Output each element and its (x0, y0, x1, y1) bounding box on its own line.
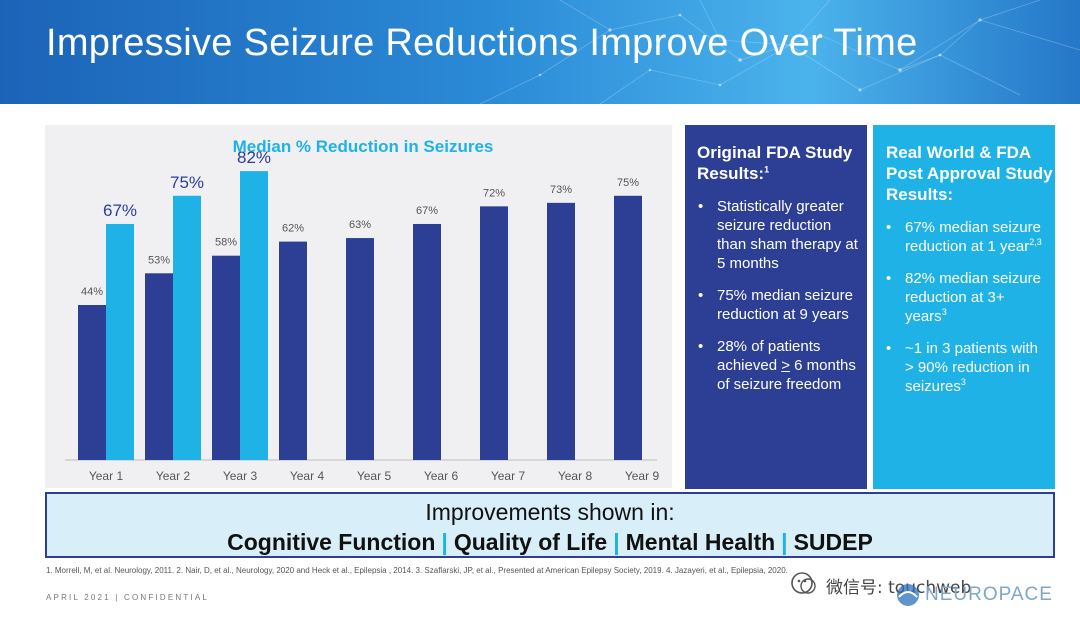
logo-text: NEUROPACE (925, 584, 1053, 605)
slide-header: Impressive Seizure Reductions Improve Ov… (0, 0, 1080, 104)
fda-bullet-list: • Statistically greater seizure reduction… (685, 197, 867, 394)
list-item: • 82% median seizure reduction at 3+ year… (886, 270, 1041, 325)
bullet-icon: • (698, 287, 704, 304)
data-label: 73% (550, 184, 572, 196)
wechat-icon (791, 572, 816, 594)
rw-box-title: Real World & FDA Post Approval Study Res… (886, 143, 1053, 204)
data-label: 67% (416, 205, 438, 217)
data-label: 72% (483, 187, 505, 199)
list-item: • 75% median seizure reduction at 9 years (698, 287, 853, 323)
bar-series-2 (106, 223, 134, 460)
x-tick-label: Year 4 (290, 469, 325, 483)
neuropace-logo: NEUROPACE (895, 582, 1060, 610)
x-tick-label: Year 2 (156, 469, 191, 483)
real-world-study-box: Real World & FDA Post Approval Study Res… (873, 125, 1055, 489)
bar-series-1 (480, 206, 508, 460)
bullet-icon: • (886, 219, 892, 236)
bar-series-1 (346, 238, 374, 460)
data-label: 82% (237, 148, 271, 167)
improvements-list: Cognitive Function | Quality of Life | Menta… (47, 528, 1053, 556)
data-label: 62% (282, 223, 304, 235)
references: 1. Morrell, M, et al. Neurology, 2011. 2… (46, 566, 788, 575)
bar-series-1 (145, 273, 173, 460)
x-tick-label: Year 3 (223, 469, 258, 483)
data-label: 75% (170, 173, 204, 192)
data-label: 67% (103, 201, 137, 220)
bar-series-1 (78, 305, 106, 460)
bar-series-2 (240, 171, 268, 461)
footer-confidential: APRIL 2021 | CONFIDENTIAL (46, 593, 210, 602)
fda-box-title: Original FDA Study Results:1 (697, 143, 853, 183)
chart-title: Median % Reduction in Seizures (233, 137, 494, 156)
list-item: • ~1 in 3 patients with > 90% reduction i… (886, 340, 1039, 395)
improvement-item: Quality of Life (453, 529, 608, 555)
improvements-heading: Improvements shown in: (425, 499, 675, 525)
bar-chart: Median % Reduction in Seizures Year 1 Year… (65, 137, 660, 483)
x-tick-label: Year 5 (357, 469, 392, 483)
bar-series-1 (279, 241, 307, 460)
data-label: 44% (81, 286, 103, 298)
separator: | (781, 529, 788, 555)
improvements-banner: Improvements shown in: Cognitive Functio… (45, 492, 1055, 558)
neuropace-logo-icon (897, 584, 919, 606)
bullet-icon: • (698, 198, 704, 215)
network-background-graphic (479, 0, 1080, 104)
list-item: • 28% of patients achieved > 6 months of … (698, 338, 856, 393)
data-label: 53% (148, 254, 170, 266)
x-tick-label: Year 9 (625, 469, 660, 483)
x-tick-label: Year 8 (558, 469, 593, 483)
improvement-item: SUDEP (793, 529, 873, 555)
list-item: • Statistically greater seizure reduction… (698, 198, 858, 272)
bar-series-2 (173, 195, 201, 460)
wechat-watermark: 微信号: touchweb (790, 569, 1060, 599)
bullet-icon: • (886, 340, 892, 357)
watermark-text: 微信号: touchweb (826, 578, 972, 598)
x-tick-label: Year 1 (89, 469, 124, 483)
fda-study-box: Original FDA Study Results:1 • Statistica… (685, 125, 867, 489)
bar-series-1 (614, 195, 642, 460)
rw-bullet-list: • 67% median seizure reduction at 1 year2… (873, 218, 1055, 396)
improvement-item: Cognitive Function (227, 529, 436, 555)
x-tick-label: Year 6 (424, 469, 459, 483)
bar-chart-panel: Median % Reduction in Seizures Year 1 Year… (45, 125, 672, 488)
separator: | (613, 529, 620, 555)
data-label: 75% (617, 177, 639, 189)
bar-series-1 (547, 202, 575, 460)
bar-series-1 (212, 255, 240, 460)
x-tick-label: Year 7 (491, 469, 526, 483)
bar-series-1 (413, 223, 441, 460)
bullet-icon: • (886, 270, 892, 287)
data-label: 58% (215, 237, 237, 249)
improvement-item: Mental Health (625, 529, 776, 555)
slide-title: Impressive Seizure Reductions Improve Ov… (46, 22, 918, 64)
data-label: 63% (349, 219, 371, 231)
bullet-icon: • (698, 338, 704, 355)
list-item: • 67% median seizure reduction at 1 year2… (886, 219, 1042, 255)
separator: | (441, 529, 448, 555)
